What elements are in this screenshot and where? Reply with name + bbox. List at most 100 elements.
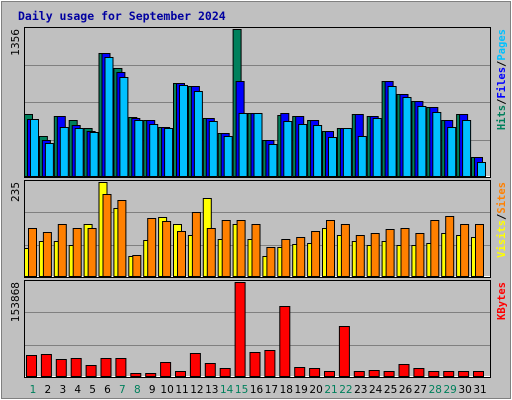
bar-kbytes-day-23	[353, 371, 365, 377]
bar-pages-day-1	[30, 119, 39, 177]
bar-sites-day-18	[281, 239, 291, 277]
bar-kbytes-day-18	[279, 306, 291, 377]
series-kbytes	[26, 282, 484, 377]
bar-pages-day-16	[253, 113, 263, 177]
legend-text: KBytes	[496, 282, 508, 320]
bar-pages-day-20	[313, 125, 323, 177]
legend-item-sites: Sites	[496, 182, 508, 214]
bar-pages-day-8	[134, 120, 144, 177]
bar-kbytes-day-3	[55, 359, 67, 377]
legend-text: Hits/Files/Pages	[496, 29, 508, 130]
bar-sites-day-5	[87, 228, 97, 277]
bar-kbytes-day-2	[40, 354, 52, 377]
legend-hits-files-pages: Hits/Files/Pages	[496, 29, 508, 130]
bar-kbytes-day-19	[294, 367, 306, 377]
x-tick-day-6: 6	[104, 384, 111, 396]
legend-separator: /	[496, 61, 508, 67]
bar-kbytes-day-7	[115, 358, 127, 377]
x-tick-day-13: 13	[205, 384, 218, 396]
bar-sites-day-24	[370, 233, 380, 277]
x-tick-day-22: 22	[339, 384, 352, 396]
bar-sites-day-9	[147, 218, 157, 277]
bar-sites-day-12	[191, 212, 201, 277]
legend-item-kbytes: KBytes	[496, 282, 508, 320]
bar-sites-day-17	[266, 247, 276, 277]
bar-pages-day-26	[402, 97, 412, 177]
series-sites	[28, 194, 484, 277]
x-tick-day-24: 24	[369, 384, 383, 396]
bar-pages-day-25	[387, 86, 397, 177]
bar-pages-day-5	[89, 132, 99, 177]
bar-pages-day-12	[193, 91, 203, 177]
bar-sites-day-22	[340, 224, 350, 277]
bar-pages-day-11	[179, 85, 188, 177]
series-pages	[30, 57, 486, 177]
x-tick-day-10: 10	[160, 384, 173, 396]
bar-sites-day-1	[28, 228, 37, 277]
x-tick-day-17: 17	[265, 384, 278, 396]
bar-kbytes-day-16	[249, 352, 261, 377]
bar-sites-day-13	[206, 228, 216, 277]
panel-visits-sites: 235 Visits/Sites	[10, 180, 508, 278]
legend-kbytes: KBytes	[496, 282, 508, 320]
y-max-label: 235	[10, 182, 22, 202]
x-tick-day-28: 28	[429, 384, 442, 396]
bar-sites-day-15	[236, 220, 246, 277]
x-tick-day-25: 25	[384, 384, 397, 396]
bar-pages-day-15	[238, 113, 248, 177]
bar-kbytes-day-14	[219, 368, 231, 377]
bar-sites-day-25	[385, 229, 395, 277]
bar-sites-day-19	[296, 237, 306, 277]
bar-pages-day-2	[44, 143, 54, 177]
x-tick-day-2: 2	[45, 384, 52, 396]
x-axis-labels: 1 2 3 4 5 6 7 8 9 10 11 12 13 14 15 16 17 18 19 20 21 22 23 24 2…	[30, 384, 487, 396]
bar-pages-day-31	[477, 162, 486, 177]
x-tick-day-8: 8	[134, 384, 141, 396]
bar-kbytes-day-26	[398, 364, 410, 377]
bar-pages-day-14	[223, 136, 233, 177]
bar-kbytes-day-24	[368, 370, 380, 377]
x-tick-day-19: 19	[295, 384, 308, 396]
bar-sites-day-6	[102, 194, 112, 277]
x-tick-day-7: 7	[119, 384, 126, 396]
x-tick-day-5: 5	[89, 384, 96, 396]
bar-pages-day-18	[283, 121, 293, 177]
bar-sites-day-20	[311, 231, 321, 277]
bar-kbytes-day-6	[100, 358, 112, 377]
bar-sites-day-31	[475, 224, 484, 277]
bar-kbytes-day-30	[458, 371, 470, 377]
legend-visits-sites: Visits/Sites	[496, 182, 508, 258]
legend-item-files: Files	[496, 67, 508, 99]
bar-pages-day-17	[268, 144, 278, 177]
x-tick-day-20: 20	[309, 384, 322, 396]
bar-kbytes-day-13	[204, 363, 216, 377]
bar-sites-day-4	[72, 228, 82, 277]
bar-kbytes-day-5	[85, 365, 97, 377]
bar-sites-day-16	[251, 224, 261, 277]
bar-pages-day-19	[298, 124, 308, 177]
bar-pages-day-10	[164, 128, 174, 177]
bar-kbytes-day-4	[70, 358, 82, 377]
bar-pages-day-29	[447, 127, 457, 177]
bar-pages-day-22	[342, 128, 352, 177]
bar-kbytes-day-8	[130, 373, 142, 377]
bar-sites-day-11	[177, 231, 186, 277]
bar-sites-day-27	[415, 233, 425, 277]
legend-item-pages: Pages	[496, 29, 508, 61]
legend-text: Visits/Sites	[496, 182, 508, 258]
bar-pages-day-21	[328, 137, 337, 177]
bar-sites-day-2	[42, 232, 52, 277]
bar-kbytes-day-9	[145, 373, 157, 377]
panel-kbytes: 153868 KBytes	[10, 280, 508, 378]
bar-pages-day-28	[432, 112, 442, 177]
x-tick-day-3: 3	[59, 384, 66, 396]
bar-sites-day-3	[57, 224, 67, 277]
legend-separator: /	[496, 99, 508, 105]
bar-kbytes-day-17	[264, 350, 276, 377]
x-tick-day-30: 30	[458, 384, 471, 396]
bar-kbytes-day-28	[428, 371, 440, 377]
x-tick-day-29: 29	[444, 384, 457, 396]
